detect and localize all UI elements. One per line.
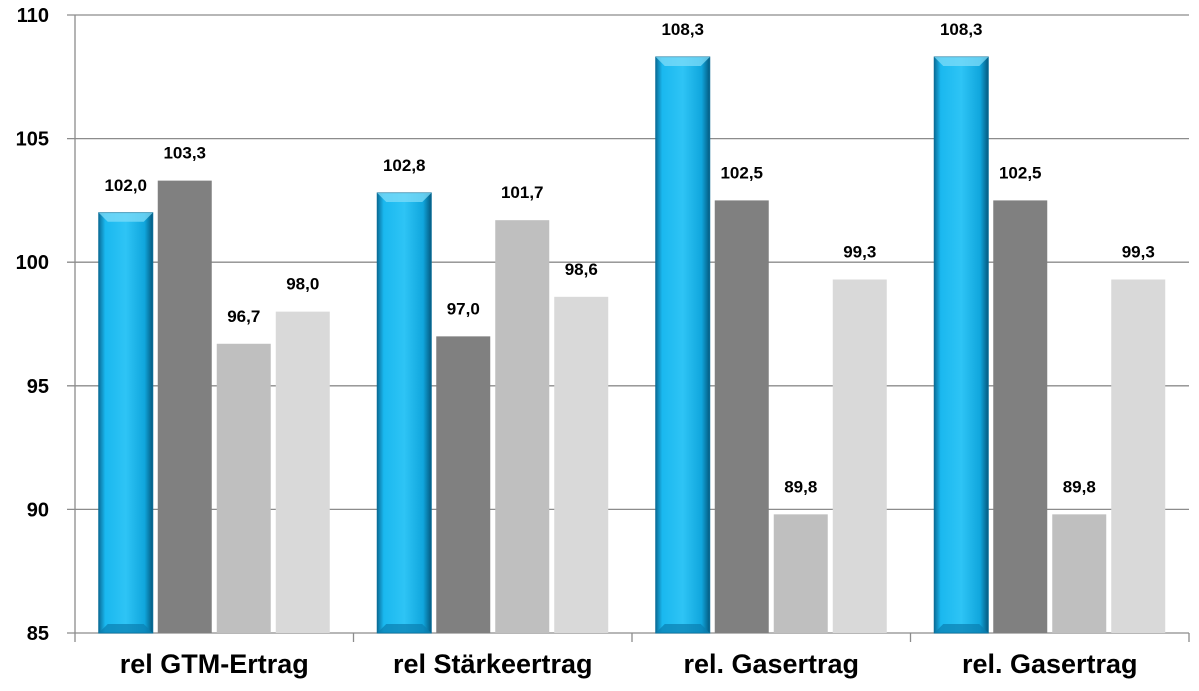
x-category-label: rel. Gasertrag <box>683 649 859 679</box>
bar <box>773 514 828 633</box>
y-tick-label: 85 <box>27 623 49 645</box>
bar <box>655 56 711 634</box>
bar-bevel-bottom <box>98 624 153 633</box>
x-category-label: rel Stärkeertrag <box>393 649 593 679</box>
data-label: 102,5 <box>999 163 1042 182</box>
bar <box>1052 514 1107 633</box>
bar <box>436 336 491 633</box>
bar-bevel-top <box>934 57 989 67</box>
bar-bevel-bottom <box>377 624 432 633</box>
bar <box>157 180 212 633</box>
data-label: 98,6 <box>565 260 598 279</box>
y-tick-label: 95 <box>27 376 49 398</box>
data-label: 99,3 <box>1122 243 1155 262</box>
bar <box>98 212 154 634</box>
data-label: 101,7 <box>501 183 544 202</box>
x-category-label: rel. Gasertrag <box>962 649 1138 679</box>
x-category-label: rel GTM-Ertrag <box>120 649 309 679</box>
bar-bevel-top <box>98 212 153 222</box>
data-label: 108,3 <box>661 20 704 39</box>
data-labels: 102,0 103,3 96,7 98,0 102,8 97,0 101,7 98,6 108,… <box>104 20 1154 496</box>
data-label: 89,8 <box>784 477 817 496</box>
bar <box>832 279 887 633</box>
data-label: 89,8 <box>1063 477 1096 496</box>
data-label: 97,0 <box>447 299 480 318</box>
bars <box>98 56 1166 634</box>
bar <box>714 200 769 633</box>
bar-bevel-bottom <box>934 624 989 633</box>
data-label: 98,0 <box>286 275 319 294</box>
bar <box>993 200 1048 633</box>
bar-bevel-top <box>655 57 710 67</box>
data-label: 102,5 <box>720 163 763 182</box>
data-label: 99,3 <box>843 243 876 262</box>
bar-bevel-top <box>377 192 432 202</box>
tick-labels: 85 90 95 100 105 110 rel GTM-Ertrag rel Stärkee… <box>16 5 1138 679</box>
bar-bevel-bottom <box>655 624 710 633</box>
bar <box>216 343 271 633</box>
data-label: 108,3 <box>940 20 983 39</box>
bar <box>554 296 609 633</box>
data-label: 102,0 <box>104 176 147 195</box>
bar <box>376 192 432 634</box>
bar <box>275 311 330 633</box>
data-label: 96,7 <box>227 307 260 326</box>
data-label: 102,8 <box>383 156 426 175</box>
y-tick-label: 105 <box>16 129 49 151</box>
bar <box>495 220 550 633</box>
y-tick-label: 100 <box>16 252 49 274</box>
y-tick-label: 90 <box>27 499 49 521</box>
bar <box>1111 279 1166 633</box>
data-label: 103,3 <box>163 144 206 163</box>
bar <box>933 56 989 634</box>
y-tick-label: 110 <box>17 5 49 27</box>
